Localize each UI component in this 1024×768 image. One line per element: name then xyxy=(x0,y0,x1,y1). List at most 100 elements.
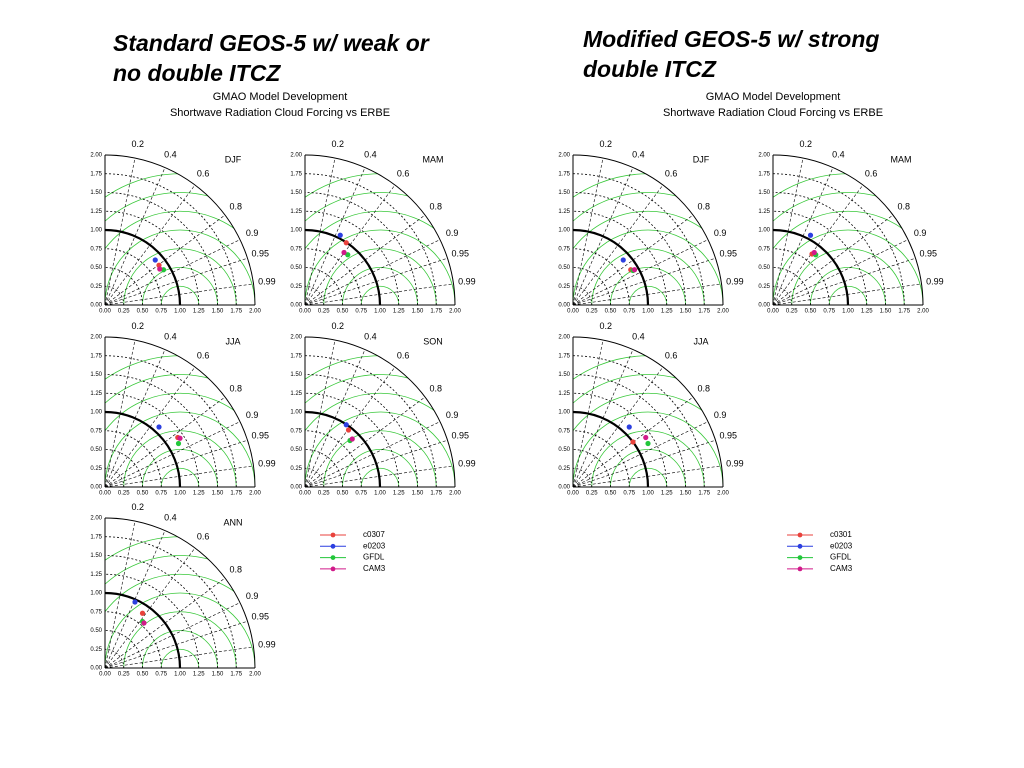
legend-label: e0203 xyxy=(363,541,386,550)
corr-line xyxy=(572,339,604,488)
corr-line xyxy=(304,283,454,306)
std-arc xyxy=(104,154,256,306)
point xyxy=(175,440,182,447)
std-arc xyxy=(304,267,343,306)
x-tick-label: 1.75 xyxy=(430,491,442,497)
point xyxy=(620,257,626,263)
rms-circle xyxy=(573,392,723,487)
x-tick-label: 0.50 xyxy=(137,491,149,497)
y-tick-label: 1.00 xyxy=(90,228,102,234)
y-tick-label: 2.00 xyxy=(90,335,102,341)
taylor-panel: 0.000.00 0.25 0.25 0.50 0.50 0.75 0.75 1.00 1.00… xyxy=(558,321,743,497)
corr-line xyxy=(572,167,634,306)
corr-label: 0.6 xyxy=(197,351,210,361)
corr-label: 0.9 xyxy=(246,591,259,601)
group-subtitle: Shortwave Radiation Cloud Forcing vs ERB… xyxy=(170,107,390,119)
corr-line xyxy=(304,465,454,488)
rms-circle xyxy=(305,374,455,487)
panel-label: JJA xyxy=(693,336,708,346)
y-tick-label: 1.50 xyxy=(758,190,770,196)
x-tick-label: 1.00 xyxy=(174,672,186,678)
x-tick-label: 1.75 xyxy=(230,672,242,678)
y-tick-label: 0.25 xyxy=(558,466,570,472)
y-tick-label: 1.00 xyxy=(290,410,302,416)
y-tick-label: 2.00 xyxy=(558,335,570,341)
x-tick-label: 2.00 xyxy=(449,491,461,497)
rms-circle xyxy=(573,411,723,487)
corr-label: 0.99 xyxy=(458,458,476,468)
y-tick-label: 1.25 xyxy=(90,209,102,215)
rms-circle xyxy=(105,392,255,487)
corr-label: 0.9 xyxy=(246,410,259,420)
x-tick-label: 0.50 xyxy=(337,491,349,497)
corr-label: 0.4 xyxy=(364,332,377,342)
y-tick-label: 0.25 xyxy=(90,466,102,472)
legend-label: GFDL xyxy=(363,553,385,562)
corr-label: 0.6 xyxy=(665,169,678,179)
rms-circle xyxy=(573,210,723,305)
rms-circle xyxy=(160,285,200,305)
rms-circle xyxy=(342,267,418,305)
std-arc xyxy=(772,285,793,306)
x-tick-label: 0.75 xyxy=(623,309,635,315)
std-arc xyxy=(772,248,830,306)
point xyxy=(631,267,638,273)
y-tick-label: 0.00 xyxy=(90,303,102,309)
corr-line xyxy=(304,349,366,488)
x-tick-label: 0.00 xyxy=(567,491,579,497)
corr-line xyxy=(304,257,448,306)
corr-label: 0.2 xyxy=(331,321,344,331)
taylor-panel: 0.000.00 0.25 0.25 0.50 0.50 0.75 0.75 1.00 1.00… xyxy=(290,321,476,497)
y-tick-label: 1.25 xyxy=(558,209,570,215)
point xyxy=(141,620,147,626)
legend-marker xyxy=(797,555,803,560)
rms-circle xyxy=(142,267,218,305)
corr-line xyxy=(304,214,426,306)
corr-line xyxy=(572,214,694,306)
y-tick-label: 0.50 xyxy=(90,628,102,634)
std-arc xyxy=(772,210,868,306)
corr-label: 0.99 xyxy=(258,276,276,286)
std-arc xyxy=(572,430,630,488)
y-tick-label: 0.00 xyxy=(558,485,570,491)
corr-line xyxy=(104,157,136,306)
panel-label: MAM xyxy=(423,154,444,164)
std-arc xyxy=(772,173,905,306)
rms-circle xyxy=(305,210,455,305)
x-tick-label: 0.50 xyxy=(137,309,149,315)
std-arc xyxy=(104,410,182,488)
x-tick-label: 1.75 xyxy=(698,309,710,315)
corr-label: 0.2 xyxy=(131,502,144,512)
corr-label: 0.9 xyxy=(246,228,259,238)
std-arc xyxy=(104,591,182,669)
std-arc xyxy=(304,430,362,488)
panel-label: MAM xyxy=(891,154,912,164)
corr-label: 0.8 xyxy=(230,383,243,393)
corr-line xyxy=(772,214,894,306)
y-tick-label: 0.50 xyxy=(290,265,302,271)
corr-label: 0.95 xyxy=(252,611,270,621)
rms-circle xyxy=(573,229,723,305)
corr-line xyxy=(104,465,254,488)
std-arc xyxy=(772,192,886,306)
x-tick-label: 1.25 xyxy=(661,309,673,315)
rms-circle xyxy=(105,592,255,668)
corr-label: 0.8 xyxy=(230,564,243,574)
corr-line xyxy=(104,239,241,306)
x-tick-label: 2.00 xyxy=(449,309,461,315)
corr-label: 0.4 xyxy=(364,150,377,160)
panel-label: DJF xyxy=(225,154,242,164)
y-tick-label: 1.50 xyxy=(558,190,570,196)
x-tick-label: 1.00 xyxy=(374,491,386,497)
corr-label: 0.2 xyxy=(599,139,612,149)
heading: Modified GEOS-5 w/ strong double ITCZ xyxy=(583,26,880,82)
x-tick-label: 0.00 xyxy=(99,672,111,678)
x-tick-label: 0.75 xyxy=(623,491,635,497)
legend-marker xyxy=(330,566,336,572)
x-tick-label: 1.25 xyxy=(393,309,405,315)
y-tick-label: 0.50 xyxy=(90,447,102,453)
x-tick-label: 1.25 xyxy=(193,672,205,678)
std-arc xyxy=(104,630,143,669)
rms-circle xyxy=(160,467,200,487)
y-tick-label: 1.75 xyxy=(90,534,102,540)
